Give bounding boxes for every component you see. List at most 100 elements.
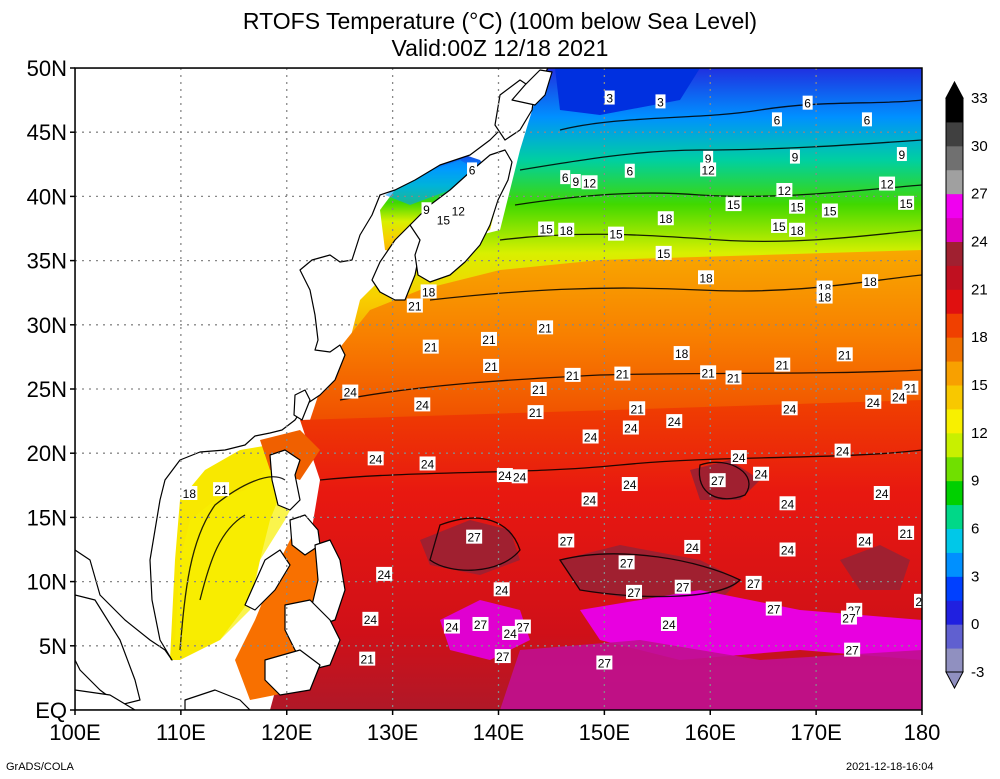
svg-text:12: 12 <box>583 176 597 190</box>
contour-label: 24 <box>581 492 598 507</box>
contour-label: 27 <box>709 473 726 488</box>
svg-text:21: 21 <box>727 371 741 385</box>
contour-label: 24 <box>865 394 882 410</box>
contour-label: 21 <box>700 365 717 380</box>
svg-text:27: 27 <box>474 618 488 632</box>
svg-text:24: 24 <box>498 469 512 483</box>
contour-label: 18 <box>816 289 833 305</box>
contour-label: 21 <box>483 358 500 374</box>
contour-label: 6 <box>560 170 571 185</box>
valid-time-title: Valid:00Z 12/18 2021 <box>391 35 609 61</box>
y-tick-label: 50N <box>27 56 67 81</box>
contour-label: 15 <box>608 226 625 242</box>
svg-text:24: 24 <box>495 583 509 597</box>
svg-text:21: 21 <box>532 383 546 397</box>
y-tick-label: 20N <box>27 441 67 466</box>
contour-label: 21 <box>725 370 742 385</box>
latitude-axis: EQ 5N 10N 15N 20N 25N 30N 35N 40N 45N 50N <box>27 56 75 723</box>
contour-label: 18 <box>673 346 690 361</box>
svg-text:24: 24 <box>445 621 459 635</box>
contour-label: 24 <box>666 414 683 429</box>
contour-label: 21 <box>537 320 554 335</box>
svg-text:27: 27 <box>767 603 781 617</box>
contour-label: 6 <box>624 163 635 179</box>
contour-label: 21 <box>213 482 230 497</box>
svg-text:27: 27 <box>560 535 574 549</box>
svg-text:9: 9 <box>899 148 906 162</box>
contour-label: 24 <box>511 469 528 484</box>
contour-label: 24 <box>730 450 747 465</box>
contour-label: 27 <box>472 616 489 632</box>
colorbar-label: 15 <box>971 377 988 394</box>
svg-text:24: 24 <box>781 544 795 558</box>
contour-label: 18 <box>181 486 198 501</box>
svg-text:24: 24 <box>915 595 929 609</box>
svg-text:21: 21 <box>424 341 438 355</box>
y-tick-label: EQ <box>35 698 67 723</box>
svg-text:9: 9 <box>792 151 799 165</box>
x-tick-label: 170E <box>790 720 841 745</box>
contour-label: 24 <box>621 477 638 492</box>
svg-text:21: 21 <box>776 359 790 373</box>
contour-label: 24 <box>753 466 770 482</box>
colorbar-label: 9 <box>971 473 979 490</box>
svg-text:21: 21 <box>482 333 496 347</box>
svg-text:24: 24 <box>584 431 598 445</box>
colorbar-label: 3 <box>971 568 979 585</box>
svg-text:6: 6 <box>864 113 871 127</box>
svg-text:3: 3 <box>606 92 613 106</box>
contour-label: 27 <box>466 529 483 545</box>
x-tick-label: 140E <box>473 720 524 745</box>
svg-text:21: 21 <box>838 348 852 362</box>
y-tick-label: 5N <box>39 634 67 659</box>
svg-text:24: 24 <box>892 391 906 405</box>
svg-text:24: 24 <box>344 386 358 400</box>
svg-text:24: 24 <box>583 493 597 507</box>
colorbar-swatch <box>946 241 963 266</box>
y-tick-label: 45N <box>27 120 67 145</box>
svg-text:15: 15 <box>609 228 623 242</box>
colorbar-label: 21 <box>971 281 988 298</box>
colorbar-swatch <box>946 576 963 601</box>
x-tick-label: 160E <box>685 720 736 745</box>
x-tick-label: 120E <box>261 720 312 745</box>
svg-text:6: 6 <box>626 165 633 179</box>
svg-text:21: 21 <box>538 321 552 335</box>
x-tick-label: 100E <box>49 720 100 745</box>
svg-text:27: 27 <box>845 644 859 658</box>
contour-label: 12 <box>581 175 598 190</box>
contour-label: 9 <box>421 202 432 217</box>
contour-label: 27 <box>558 533 575 549</box>
colorbar-label: 6 <box>971 521 979 538</box>
svg-text:24: 24 <box>867 396 881 410</box>
colorbar-swatch <box>946 456 963 482</box>
contour-label: 24 <box>582 429 599 445</box>
svg-text:15: 15 <box>437 214 451 228</box>
contour-label: 15 <box>771 218 788 234</box>
contour-label: 18 <box>789 222 806 238</box>
colorbar: -3 0 3 6 9 12 15 18 21 24 27 30 33 <box>945 80 988 690</box>
contour-label: 21 <box>774 357 791 373</box>
colorbar-swatch <box>946 432 963 458</box>
contour-label: 15 <box>655 245 672 261</box>
svg-text:24: 24 <box>369 452 383 466</box>
contour-label: 21 <box>614 366 631 382</box>
contour-label: 21 <box>836 347 853 362</box>
colorbar-swatch <box>946 193 963 219</box>
colorbar-swatch <box>946 385 963 410</box>
colorbar-swatch <box>946 600 963 625</box>
colorbar-swatch <box>946 552 963 577</box>
svg-text:15: 15 <box>899 197 913 211</box>
contour-label: 24 <box>890 389 907 405</box>
colorbar-swatch <box>946 337 963 362</box>
svg-text:12: 12 <box>452 205 466 219</box>
contour-label: 12 <box>776 182 793 198</box>
colorbar-swatch <box>946 265 963 290</box>
contour-label: 12 <box>879 176 896 192</box>
svg-text:21: 21 <box>631 402 645 416</box>
contour-label: 15 <box>538 221 555 237</box>
svg-text:27: 27 <box>747 577 761 591</box>
svg-text:27: 27 <box>467 531 481 545</box>
svg-text:24: 24 <box>754 468 768 482</box>
